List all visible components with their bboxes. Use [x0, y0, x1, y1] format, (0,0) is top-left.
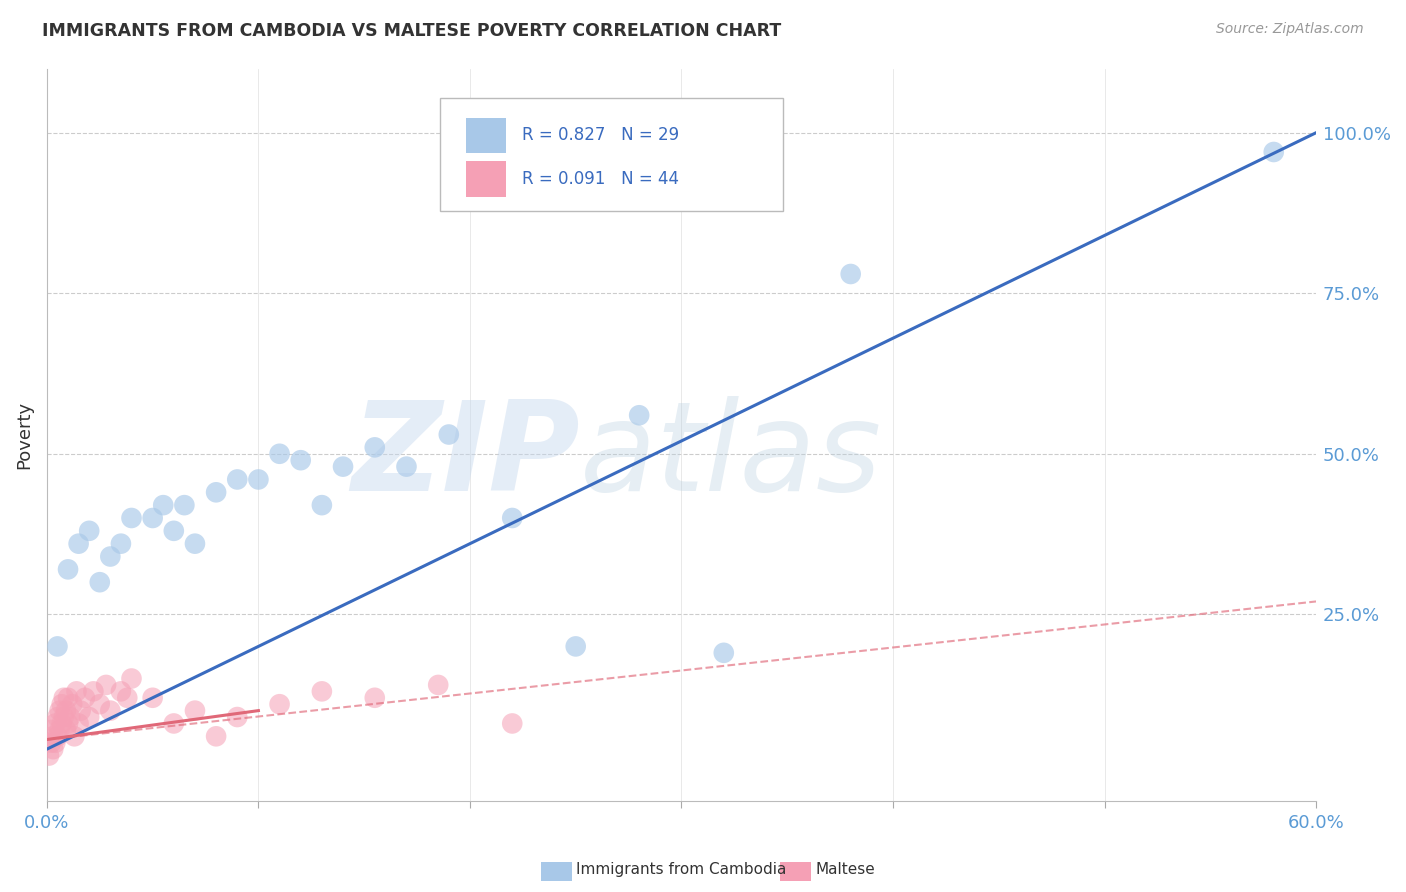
- Point: [226, 473, 249, 487]
- Point: [52, 710, 75, 724]
- Text: IMMIGRANTS FROM CAMBODIA VS MALTESE POVERTY CORRELATION CHART: IMMIGRANTS FROM CAMBODIA VS MALTESE POVE…: [42, 22, 782, 40]
- Text: Maltese: Maltese: [815, 863, 875, 877]
- Point: [501, 716, 523, 731]
- Bar: [465, 118, 506, 153]
- Point: [89, 697, 111, 711]
- Text: R = 0.091   N = 44: R = 0.091 N = 44: [522, 170, 679, 188]
- Point: [42, 742, 65, 756]
- Point: [839, 267, 862, 281]
- Point: [56, 690, 79, 705]
- Text: atlas: atlas: [579, 396, 882, 517]
- Point: [77, 524, 100, 538]
- Point: [311, 684, 333, 698]
- Point: [117, 690, 139, 705]
- Point: [173, 498, 195, 512]
- Bar: [465, 161, 506, 196]
- Point: [152, 498, 174, 512]
- Point: [205, 729, 228, 743]
- Point: [67, 536, 90, 550]
- Point: [247, 473, 270, 487]
- Point: [39, 736, 62, 750]
- Point: [69, 704, 91, 718]
- Point: [395, 459, 418, 474]
- Point: [110, 536, 132, 550]
- Point: [77, 710, 100, 724]
- Point: [364, 441, 387, 455]
- Text: Source: ZipAtlas.com: Source: ZipAtlas.com: [1216, 22, 1364, 37]
- Point: [98, 704, 121, 718]
- Point: [60, 697, 83, 711]
- Point: [628, 409, 651, 423]
- Y-axis label: Poverty: Poverty: [15, 401, 32, 468]
- Point: [48, 723, 70, 737]
- Point: [89, 575, 111, 590]
- Point: [51, 697, 73, 711]
- Point: [48, 704, 70, 718]
- Point: [205, 485, 228, 500]
- Point: [121, 511, 143, 525]
- Point: [332, 459, 354, 474]
- Point: [1263, 145, 1285, 159]
- Point: [56, 716, 79, 731]
- Point: [564, 640, 586, 654]
- Point: [142, 690, 165, 705]
- Point: [55, 704, 77, 718]
- Point: [44, 716, 66, 731]
- Point: [311, 498, 333, 512]
- Text: ZIP: ZIP: [352, 396, 579, 517]
- Point: [44, 736, 66, 750]
- Point: [46, 710, 69, 724]
- Point: [42, 729, 65, 743]
- Point: [67, 716, 90, 731]
- Text: R = 0.827   N = 29: R = 0.827 N = 29: [522, 126, 679, 145]
- Point: [427, 678, 450, 692]
- Point: [437, 427, 460, 442]
- Point: [269, 697, 291, 711]
- Point: [46, 640, 69, 654]
- Point: [110, 684, 132, 698]
- Point: [121, 672, 143, 686]
- FancyBboxPatch shape: [440, 98, 783, 211]
- Point: [39, 723, 62, 737]
- Point: [226, 710, 249, 724]
- Point: [98, 549, 121, 564]
- Point: [73, 690, 96, 705]
- Point: [56, 562, 79, 576]
- Point: [290, 453, 312, 467]
- Point: [46, 729, 69, 743]
- Text: Immigrants from Cambodia: Immigrants from Cambodia: [576, 863, 787, 877]
- Point: [713, 646, 735, 660]
- Point: [94, 678, 117, 692]
- Point: [38, 748, 60, 763]
- Point: [142, 511, 165, 525]
- Point: [184, 536, 207, 550]
- Point: [51, 716, 73, 731]
- Point: [184, 704, 207, 718]
- Point: [63, 729, 86, 743]
- Point: [65, 684, 87, 698]
- Point: [59, 710, 82, 724]
- Point: [55, 723, 77, 737]
- Point: [364, 690, 387, 705]
- Point: [82, 684, 104, 698]
- Point: [269, 447, 291, 461]
- Point: [163, 716, 186, 731]
- Point: [163, 524, 186, 538]
- Point: [501, 511, 523, 525]
- Point: [52, 690, 75, 705]
